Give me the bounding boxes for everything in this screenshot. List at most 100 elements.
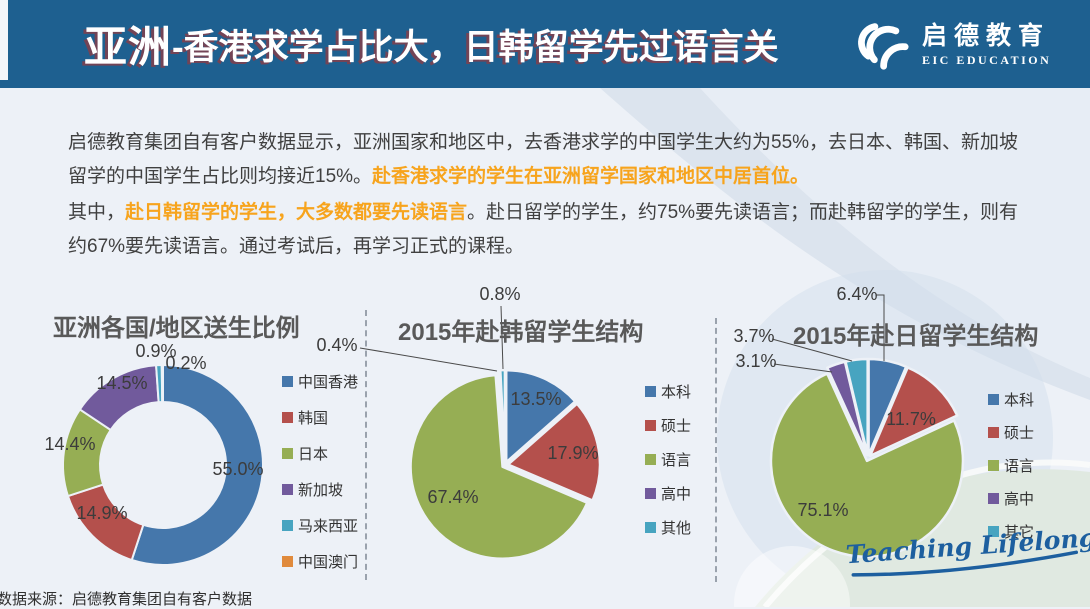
intro-p2-highlight: 赴日韩留学的学生，大多数都要先读语言 [125,202,468,223]
legend-swatch [282,484,293,495]
legend-swatch [282,556,293,567]
legend-swatch [988,526,999,537]
label-leader-line [773,363,833,373]
page-title-emphasis: 亚洲 [84,24,172,72]
legend-item-本科: 本科 [645,381,691,402]
legend-swatch [645,454,656,465]
pie-slice-其它 [844,357,869,457]
legend-label: 中国香港 [298,374,359,391]
section-divider [365,310,367,580]
legend-item-中国澳门: 中国澳门 [282,551,358,572]
legend-swatch [988,427,999,438]
slice-label-日本: 14.4% [44,434,95,454]
legend-item-其他: 其他 [645,517,691,538]
slice-label-语言: 75.1% [797,500,848,520]
pie-slice-硕士 [506,402,602,502]
label-leader-line [359,347,498,372]
legend-label: 其它 [1004,524,1035,541]
slice-label-高中: 3.1% [735,351,776,371]
intro-paragraph-2: 其中，赴日韩留学的学生，大多数都要先读语言。赴日留学的学生，约75%要先读语言；… [68,196,1020,264]
slice-label-语言: 67.4% [427,487,478,507]
label-leader-line [771,338,853,362]
brand-name-en: EIC EDUCATION [922,52,1052,67]
slice-label-本科: 6.4% [836,284,877,304]
slice-label-中国香港: 55.0% [212,459,263,479]
legend-swatch [282,412,293,423]
legend-label: 日本 [298,446,329,463]
eic-swirl-icon [852,14,910,77]
legend-swatch [988,394,999,405]
slice-label-新加坡: 14.5% [96,373,147,393]
slice-label-本科: 13.5% [510,389,561,409]
asia-send-ratio-chart: 55.0% 14.9% 14.4% 14.5% 0.9% 0.2% 亚洲各国/地区送生比例… [40,300,375,585]
legend-label: 高中 [661,486,692,503]
slice-label-高中: 0.4% [316,335,357,355]
legend-item-高中: 高中 [988,488,1034,509]
label-leader-line [876,294,885,361]
brand-logo-text: 启德教育 EIC EDUCATION [922,23,1051,68]
legend-item-语言: 语言 [988,455,1034,476]
slice-label-硕士: 17.9% [547,443,598,463]
legend-item-硕士: 硕士 [645,415,691,436]
legend-item-马来西亚: 马来西亚 [282,515,358,536]
japan-students-structure-chart: 6.4% 11.7% 75.1% 3.1% 3.7% 2015年赴日留学生结构 本科硕士… [718,278,1090,588]
legend-swatch [645,386,656,397]
legend-swatch [282,376,293,387]
pie-slice-中国澳门 [160,363,164,404]
intro-p1-highlight: 赴香港求学的学生在亚洲留学国家和地区中居首位。 [372,166,810,187]
legend-swatch [282,520,293,531]
slice-label-其它: 3.7% [733,326,774,346]
label-leader-line [500,305,504,370]
legend-label: 本科 [1004,392,1035,409]
slice-label-硕士: 11.7% [886,409,936,429]
legend-label: 马来西亚 [298,518,359,535]
pie-slice-硕士 [868,366,959,458]
chart-legend: 本科硕士语言高中其它 [988,389,1034,542]
legend-item-中国香港: 中国香港 [282,371,358,392]
intro-p2-prefix: 其中， [68,202,126,223]
legend-item-韩国: 韩国 [282,407,358,428]
legend-label: 语言 [661,452,692,469]
legend-item-硕士: 硕士 [988,422,1034,443]
intro-p2-rest: 。赴日留学的学生，约75%要先读语言；而赴韩留学的学生，则有约67%要先读语言。… [68,202,1019,257]
data-source-note: 数据来源：启德教育集团自有客户数据 [0,591,253,608]
legend-label: 韩国 [298,410,329,427]
legend-label: 语言 [1004,458,1035,475]
legend-label: 高中 [1004,491,1035,508]
slice-label-中国澳门: 0.2% [165,353,206,373]
chart-title: 2015年赴韩留学生结构 [398,319,644,346]
pie-slice-语言 [769,372,965,559]
pie-slice-中国香港 [130,364,264,566]
chart-legend: 中国香港韩国日本新加坡马来西亚中国澳门 [282,371,358,572]
legend-item-语言: 语言 [645,449,691,470]
slice-label-马来西亚: 0.9% [135,341,176,361]
brand-name-cn: 启德教育 [922,22,1051,51]
header-bar: 亚洲 -香港求学占比大，日韩留学先过语言关 启德教育 EIC EDUCATION [0,0,1090,88]
section-divider [715,318,717,582]
legend-label: 其他 [661,520,692,537]
chart-legend: 本科硕士语言高中其他 [645,381,691,538]
korea-students-structure-chart: 13.5% 17.9% 67.4% 0.4% 0.8% 2015年赴韩留学生结构 本科硕… [300,278,710,580]
slice-label-其他: 0.8% [479,284,520,304]
legend-swatch [645,420,656,431]
legend-label: 硕士 [661,418,692,435]
legend-item-高中: 高中 [645,483,691,504]
legend-swatch [645,522,656,533]
legend-item-本科: 本科 [988,389,1034,410]
slice-label-韩国: 14.9% [76,503,127,523]
header-corner-notch [0,0,8,80]
pie-slice-本科 [504,369,577,464]
legend-item-其它: 其它 [988,521,1034,542]
legend-label: 中国澳门 [298,554,359,571]
page-title-rest: -香港求学占比大，日韩留学先过语言关 [172,27,779,67]
intro-p1-normal: 启德教育集团自有客户数据显示，亚洲国家和地区中，去香港求学的中国学生大约为55%… [68,132,1019,187]
legend-swatch [988,493,999,504]
chart-title: 2015年赴日留学生结构 [793,323,1039,350]
legend-swatch [645,488,656,499]
legend-item-新加坡: 新加坡 [282,479,358,500]
slogan-underline-swoosh [851,550,1079,577]
pie-slice-语言 [409,373,589,560]
intro-text: 启德教育集团自有客户数据显示，亚洲国家和地区中，去香港求学的中国学生大约为55%… [68,126,1020,266]
intro-paragraph-1: 启德教育集团自有客户数据显示，亚洲国家和地区中，去香港求学的中国学生大约为55%… [68,126,1020,194]
legend-swatch [988,460,999,471]
